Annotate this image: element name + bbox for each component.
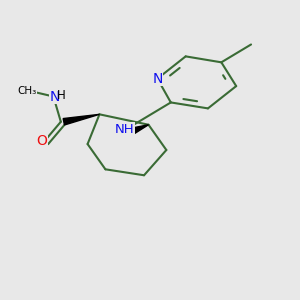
Polygon shape (63, 114, 100, 125)
Text: H: H (57, 88, 66, 101)
Text: N: N (50, 89, 60, 103)
Text: CH₃: CH₃ (17, 85, 36, 96)
Polygon shape (133, 125, 148, 134)
Text: N: N (152, 72, 163, 86)
Text: O: O (36, 134, 47, 148)
Text: NH: NH (115, 123, 134, 136)
